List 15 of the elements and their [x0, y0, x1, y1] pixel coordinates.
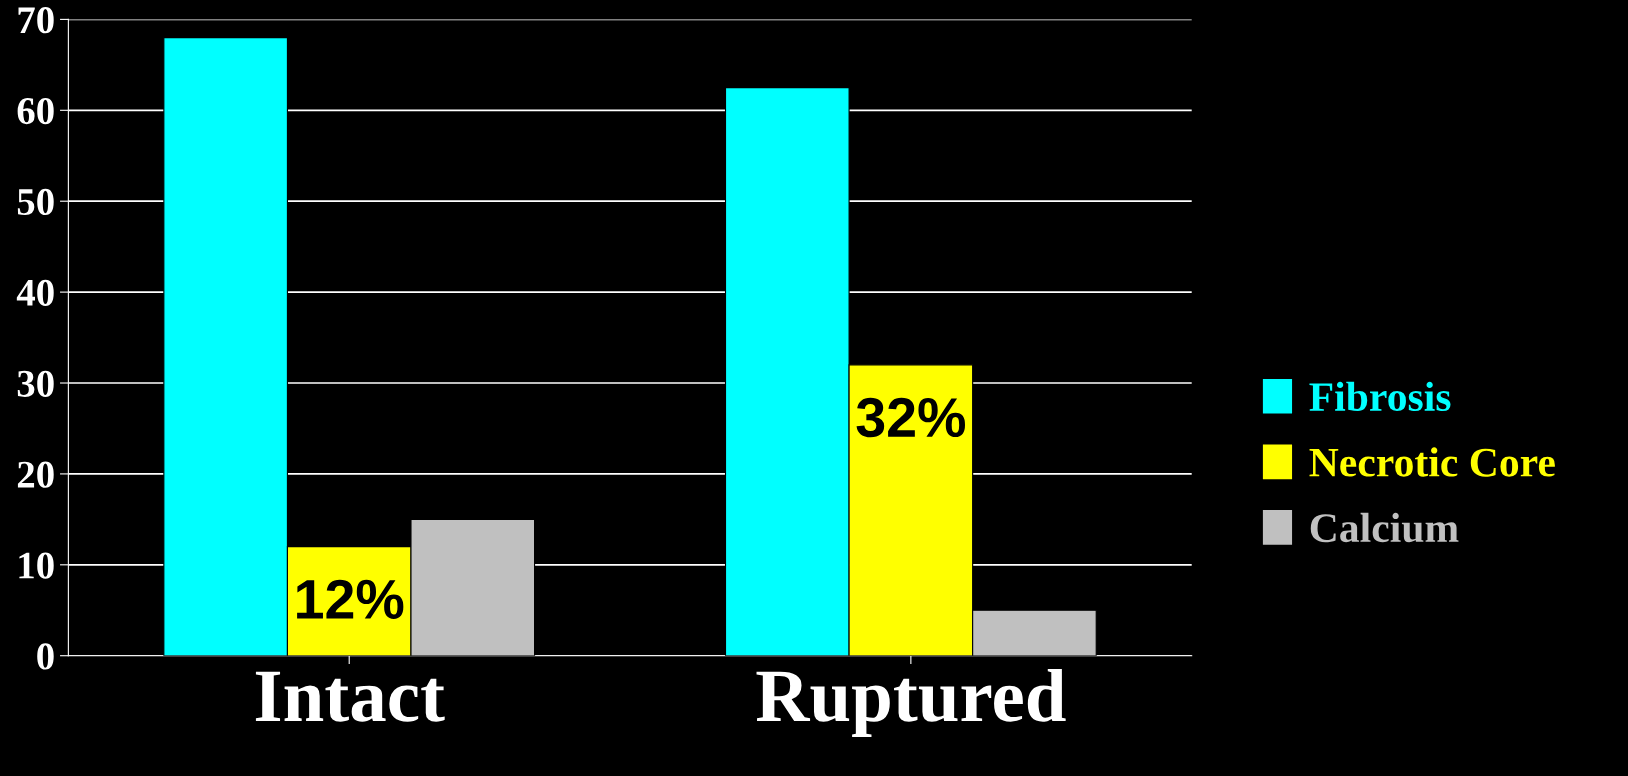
legend-label: Necrotic Core: [1309, 447, 1555, 477]
data-label: 32%: [856, 397, 965, 438]
y-tick-label: 30: [17, 370, 54, 397]
y-tick-label: 40: [16, 279, 54, 306]
data-label: 12%: [297, 579, 404, 619]
y-tick-label: 0: [37, 643, 54, 670]
y-tick-label: 20: [17, 461, 54, 488]
y-tick-label: 70: [18, 7, 54, 34]
x-tick-label: Intact: [255, 671, 445, 722]
y-tick-label: 10: [19, 552, 54, 579]
y-tick-label: 50: [17, 188, 54, 216]
x-tick-label: Ruptured: [756, 668, 1066, 737]
legend-label: Calcium: [1310, 512, 1459, 543]
y-tick-label: 60: [17, 97, 54, 125]
legend-label: Fibrosis: [1309, 381, 1451, 412]
